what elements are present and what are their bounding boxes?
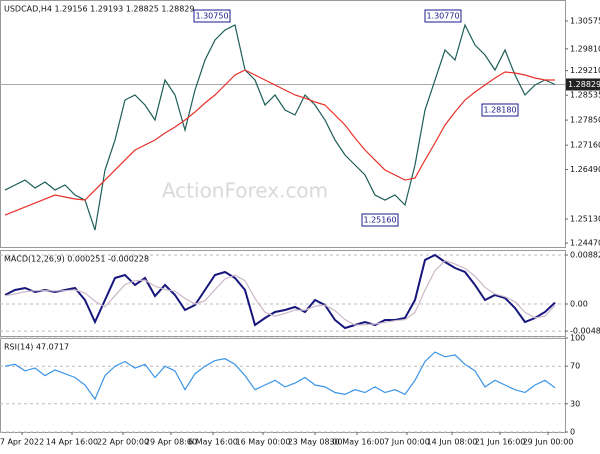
- annotation-box: [193, 9, 231, 23]
- x-tick-label: 23 May 08:00: [288, 438, 343, 447]
- y-tick-label: 1.29210: [570, 66, 600, 75]
- x-tick-label: 14 Apr 16:00: [46, 438, 98, 447]
- y-tick-label: 0.00882: [570, 251, 600, 260]
- macd-panel: [0, 250, 566, 337]
- x-tick-label: 30 May 16:00: [330, 438, 385, 447]
- annotation-box: [361, 213, 399, 227]
- series-line: [4, 259, 556, 326]
- annotation-box: [481, 103, 519, 117]
- annotation: 1.25160: [363, 216, 396, 225]
- y-tick-label: 1.24470: [570, 239, 600, 248]
- series-line: [4, 253, 556, 330]
- y-tick-label: 30: [570, 399, 580, 408]
- panel-title: RSI(14) 47.0717: [4, 343, 69, 352]
- x-tick-label: 7 Apr 2022: [0, 438, 44, 447]
- x-tick-label: 22 Apr 00:00: [97, 438, 149, 447]
- panel-title: USDCAD,H4 1.29156 1.29193 1.28825 1.2882…: [4, 5, 194, 14]
- y-tick-label: 1.28535: [570, 91, 600, 100]
- series-line: [4, 351, 556, 401]
- y-tick-label: 1.30575: [570, 16, 600, 25]
- y-tick-label: 70: [570, 362, 580, 371]
- annotation-box: [424, 9, 462, 23]
- x-tick-label: 29 Jun 00:00: [523, 438, 574, 447]
- x-tick-label: 6 May 16:00: [188, 438, 238, 447]
- watermark: ActionForex.com: [162, 179, 328, 203]
- annotation: 1.30750: [195, 12, 228, 21]
- x-tick-label: 21 Jun 16:00: [475, 438, 526, 447]
- y-tick-label: 1.26490: [570, 165, 600, 174]
- y-tick-label: 1.29810: [570, 44, 600, 53]
- y-tick-label: 0: [570, 428, 575, 437]
- y-tick-label: 1.27850: [570, 116, 600, 125]
- x-tick-label: 7 Jun 00:00: [384, 438, 430, 447]
- annotation: 1.28180: [483, 106, 516, 115]
- y-tick-label: 1.27160: [570, 141, 600, 150]
- y-tick-label: -0.004872: [570, 327, 600, 336]
- x-tick-label: 14 Jun 08:00: [427, 438, 478, 447]
- y-tick-label: 100: [570, 334, 585, 343]
- y-tick-label: 0.00: [570, 300, 588, 309]
- panel-title: MACD(12,26,9) 0.000251 -0.000228: [4, 255, 149, 264]
- last-price-box: [566, 78, 600, 91]
- x-tick-label: 29 Apr 08:00: [145, 438, 197, 447]
- x-tick-label: 16 May 00:00: [236, 438, 291, 447]
- series-line: [4, 23, 556, 231]
- series-line: [4, 69, 555, 216]
- price-panel: [0, 0, 566, 248]
- last-price-label: 1.28829: [568, 80, 600, 89]
- annotation: 1.30770: [426, 12, 459, 21]
- y-tick-label: 1.25130: [570, 215, 600, 224]
